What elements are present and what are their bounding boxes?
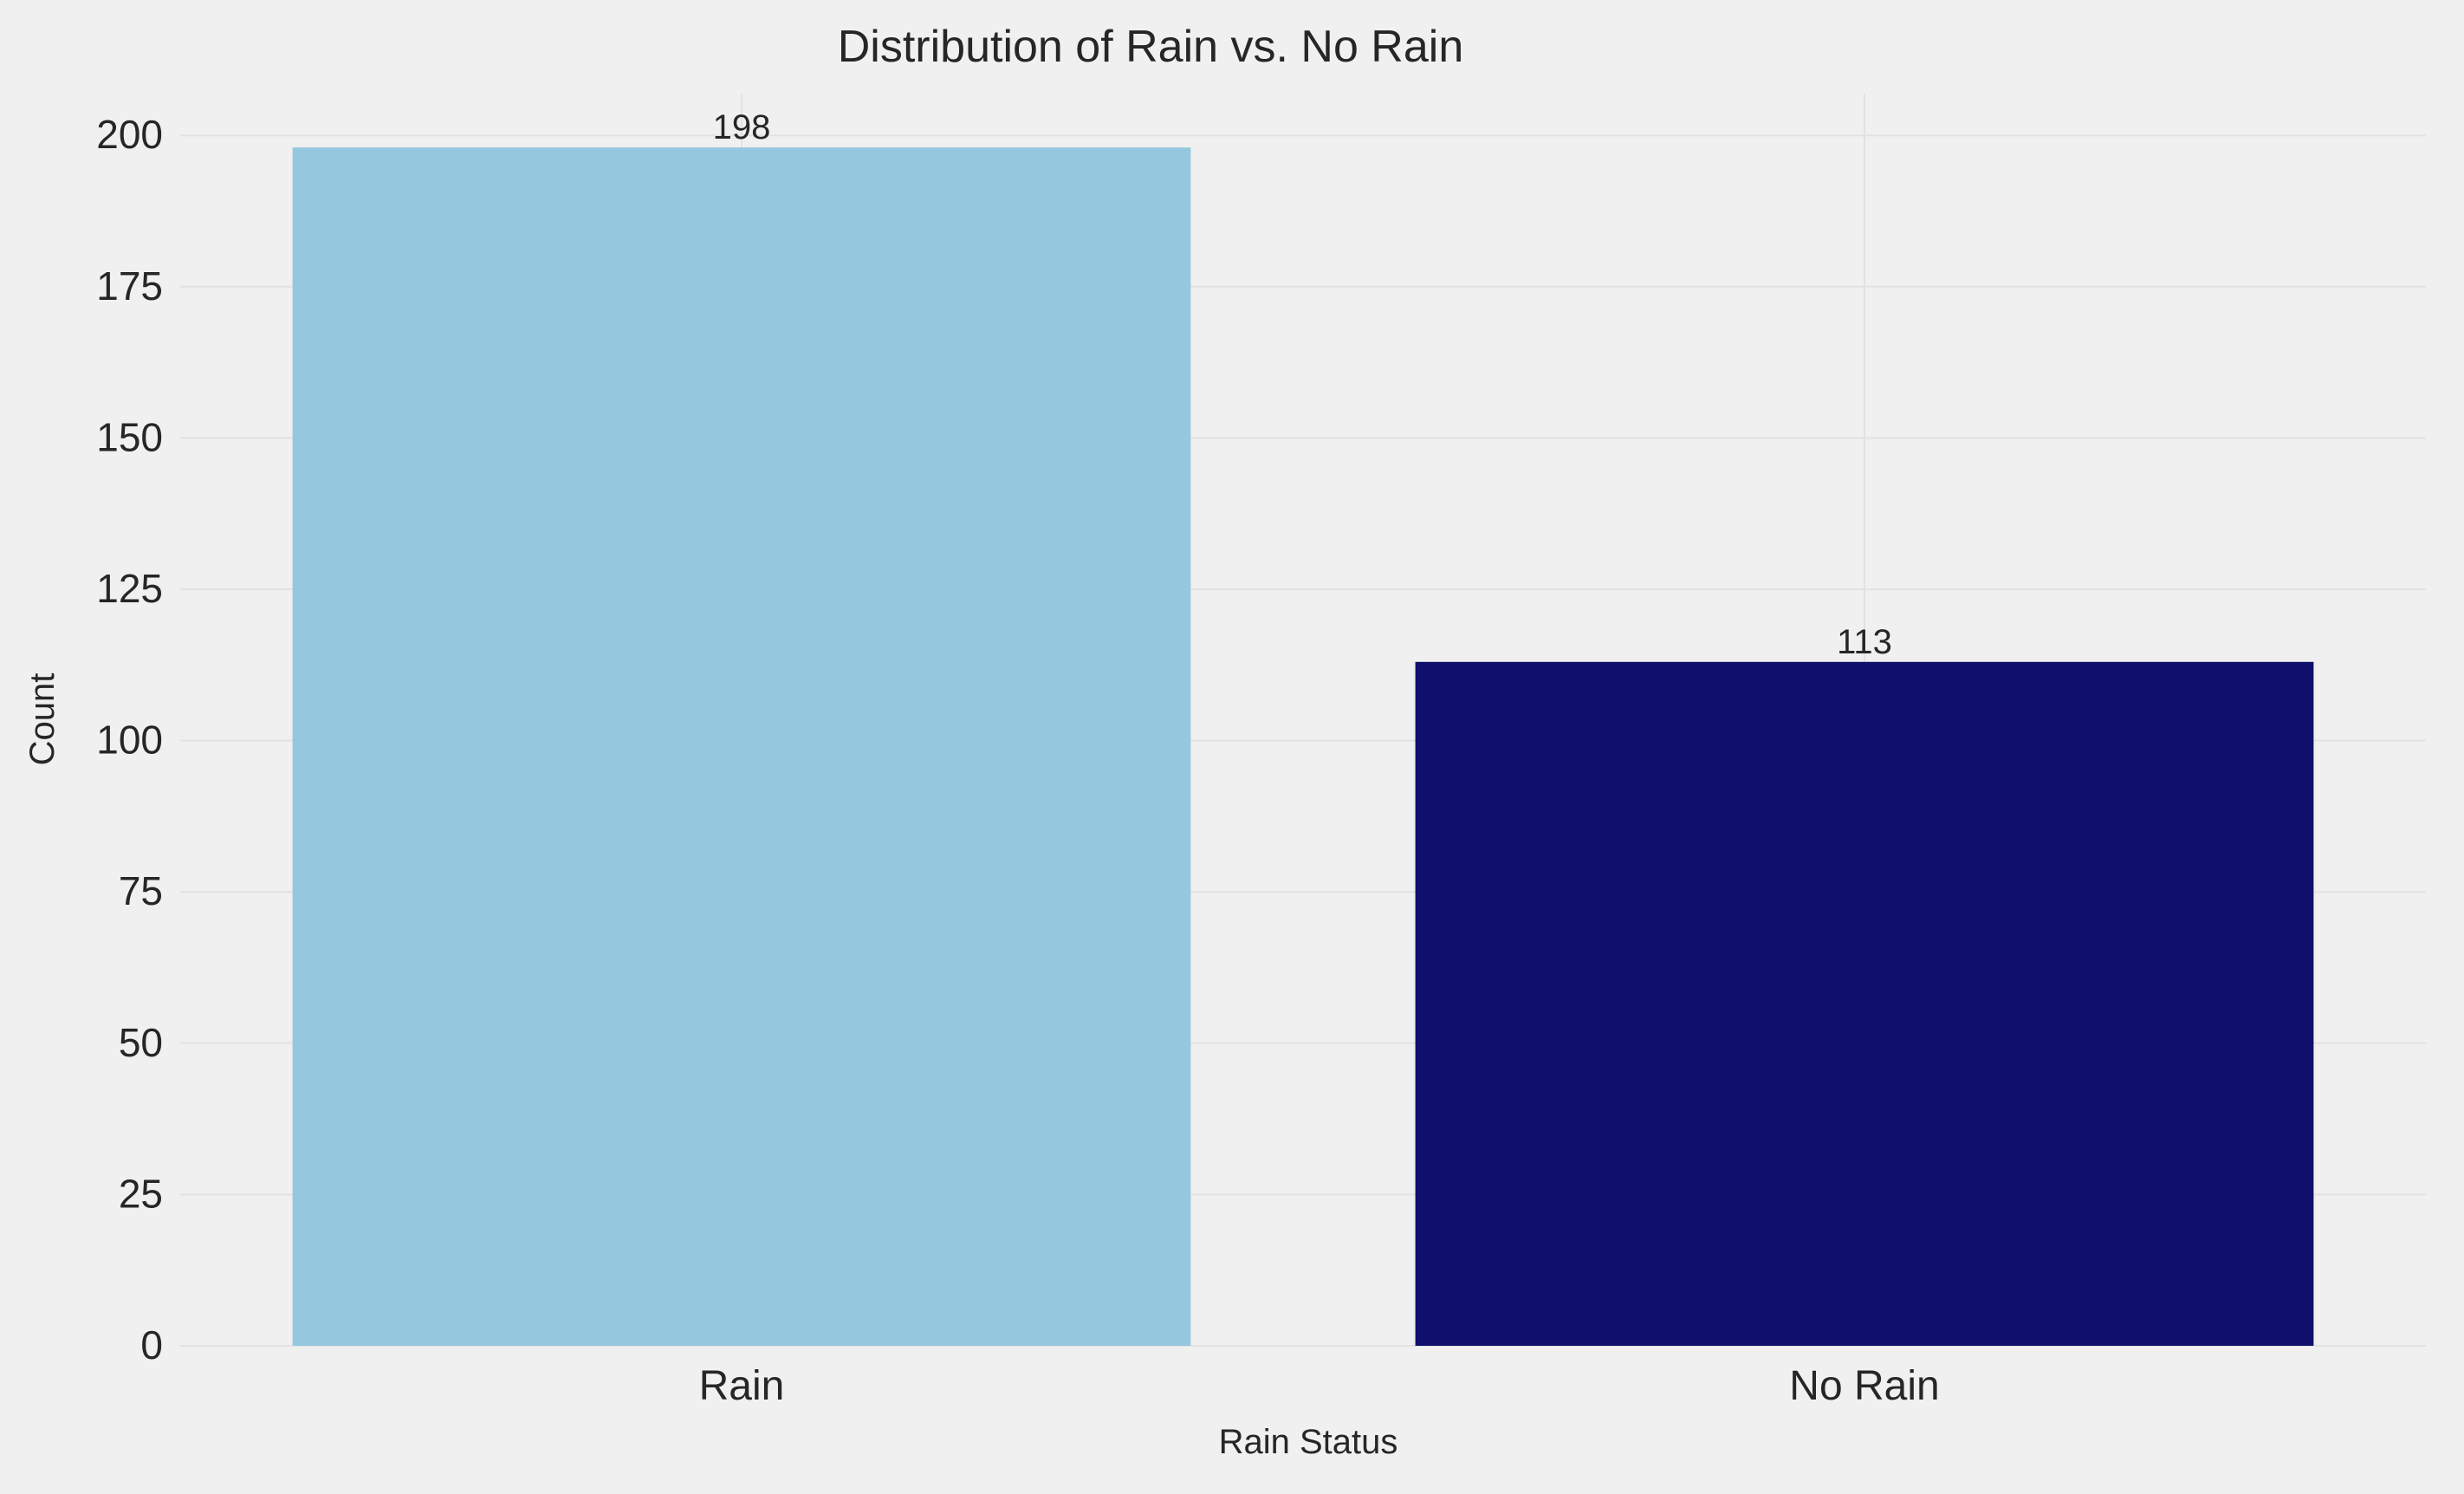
x-tick-labels: Rain No Rain	[699, 1363, 1940, 1409]
y-tick-label: 100	[96, 718, 163, 763]
bar-no-rain	[1415, 661, 2314, 1346]
chart-title: Distribution of Rain vs. No Rain	[838, 22, 1464, 72]
y-tick-label: 25	[119, 1171, 163, 1216]
bar-rain	[292, 147, 1191, 1346]
y-tick-label: 50	[119, 1020, 163, 1065]
x-tick-label: No Rain	[1789, 1363, 1939, 1409]
y-tick-label: 150	[96, 414, 163, 459]
bar-value-label: 113	[1837, 623, 1892, 661]
y-tick-label: 175	[96, 263, 163, 309]
y-tick-labels: 0 25 50 75 100 125 150 175 200	[96, 112, 163, 1367]
bar-value-labels: 198 113	[713, 108, 1892, 661]
bars	[292, 147, 2314, 1346]
y-tick-label: 0	[140, 1322, 163, 1367]
y-tick-label: 75	[119, 868, 163, 913]
x-axis-label: Rain Status	[1219, 1423, 1398, 1461]
bar-value-label: 198	[713, 108, 771, 146]
y-tick-label: 200	[96, 112, 163, 157]
y-tick-label: 125	[96, 566, 163, 611]
x-tick-label: Rain	[699, 1363, 785, 1409]
y-axis-label: Count	[23, 673, 62, 766]
